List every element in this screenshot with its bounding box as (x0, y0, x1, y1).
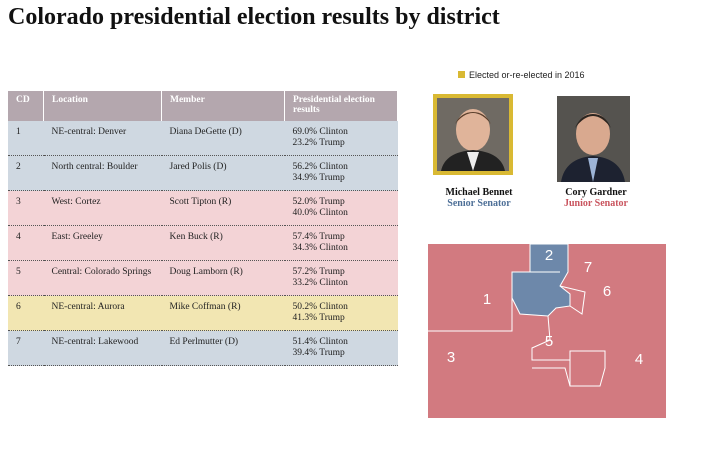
table-cell: 7 (8, 330, 44, 366)
result-line: 50.2% Clinton (292, 302, 348, 312)
district-map: 1 2 3 4 5 6 7 (428, 243, 666, 418)
table-cell: NE-central: Lakewood (43, 330, 162, 366)
senator: Cory Gardner Junior Senator (541, 187, 651, 209)
table-row: 7 NE-central: Lakewood Ed Perlmutter (D) 51… (8, 330, 398, 366)
map-label: 5 (545, 333, 553, 350)
table-cell: 5 (8, 260, 44, 296)
table-cell: Doug Lamborn (R) (161, 260, 285, 296)
table-row: 6 NE-central: Aurora Mike Coffman (R) 50.2%… (8, 295, 398, 331)
table-row: 3 West: Cortez Scott Tipton (R) 52.0% Trump… (8, 190, 398, 226)
results-cell: 57.4% Trump 34.3% Clinton (284, 225, 398, 261)
table-cell: Ken Buck (R) (161, 225, 285, 261)
map-label: 6 (603, 283, 611, 300)
table-row: 2 North central: Boulder Jared Polis (D) 56… (8, 155, 398, 191)
table-row: 1 NE-central: Denver Diana DeGette (D) 69.0… (8, 121, 398, 156)
senator-name: Michael Bennet (445, 187, 513, 198)
table-cell: West: Cortez (43, 190, 162, 226)
result-line: 40.0% Clinton (292, 208, 348, 218)
table-cell: 1 (8, 121, 44, 156)
results-cell: 52.0% Trump 40.0% Clinton (284, 190, 398, 226)
table-cell: Jared Polis (D) (161, 155, 285, 191)
table-cell: Diana DeGette (D) (161, 121, 285, 156)
photo-gardner (557, 96, 630, 182)
results-cell: 57.2% Trump 33.2% Clinton (284, 260, 398, 296)
senator-role: Junior Senator (564, 198, 628, 209)
table-cell: Mike Coffman (R) (161, 295, 285, 331)
district-1-2 (511, 243, 571, 317)
map-label: 3 (447, 349, 455, 366)
result-line: 34.9% Trump (292, 173, 345, 183)
legend-text: Elected or-re-elected in 2016 (469, 70, 585, 80)
header-row: CD Location Member Presidential election re… (8, 91, 398, 121)
result-line: 52.0% Trump (292, 197, 345, 207)
table-body: 1 NE-central: Denver Diana DeGette (D) 69.0… (8, 121, 398, 366)
table-cell: Central: Colorado Springs (43, 260, 162, 296)
results-cell: 50.2% Clinton 41.3% Trump (284, 295, 398, 331)
map-label: 2 (545, 247, 553, 264)
table-cell: 4 (8, 225, 44, 261)
table-cell: 6 (8, 295, 44, 331)
table-row: 4 East: Greeley Ken Buck (R) 57.4% Trump 34.… (8, 225, 398, 261)
result-line: 57.4% Trump (292, 232, 345, 242)
result-line: 33.2% Clinton (292, 278, 348, 288)
result-line: 23.2% Trump (292, 138, 345, 148)
table-row: 5 Central: Colorado Springs Doug Lamborn (… (8, 260, 398, 296)
map-label: 7 (584, 259, 592, 276)
table-cell: East: Greeley (43, 225, 162, 261)
table-cell: 3 (8, 190, 44, 226)
photo-bennet (433, 94, 513, 175)
result-line: 57.2% Trump (292, 267, 345, 277)
table-cell: Scott Tipton (R) (161, 190, 285, 226)
map-label: 4 (635, 351, 643, 368)
table-cell: NE-central: Aurora (43, 295, 162, 331)
header-cell: Member (161, 91, 285, 121)
header-cell: CD (8, 91, 44, 121)
senator: Michael Bennet Senior Senator (424, 187, 534, 209)
table-cell: NE-central: Denver (43, 121, 162, 156)
map-label: 1 (483, 291, 491, 308)
table-cell: Ed Perlmutter (D) (161, 330, 285, 366)
state-shape (428, 244, 666, 418)
legend: Elected or-re-elected in 2016 (458, 70, 585, 80)
header-cell: Presidential election results (284, 91, 398, 121)
result-line: 69.0% Clinton (292, 127, 348, 137)
results-table: CD Location Member Presidential election re… (8, 91, 398, 366)
senator-name: Cory Gardner (565, 187, 627, 198)
results-cell: 51.4% Clinton 39.4% Trump (284, 330, 398, 366)
result-line: 39.4% Trump (292, 348, 345, 358)
table-cell: 2 (8, 155, 44, 191)
title: Colorado presidential election results b… (8, 4, 500, 30)
result-line: 51.4% Clinton (292, 337, 348, 347)
senator-role: Senior Senator (447, 198, 511, 209)
results-cell: 69.0% Clinton 23.2% Trump (284, 121, 398, 156)
result-line: 56.2% Clinton (292, 162, 348, 172)
result-line: 41.3% Trump (292, 313, 345, 323)
table-cell: North central: Boulder (43, 155, 162, 191)
result-line: 34.3% Clinton (292, 243, 348, 253)
header-cell: Location (43, 91, 162, 121)
results-cell: 56.2% Clinton 34.9% Trump (284, 155, 398, 191)
